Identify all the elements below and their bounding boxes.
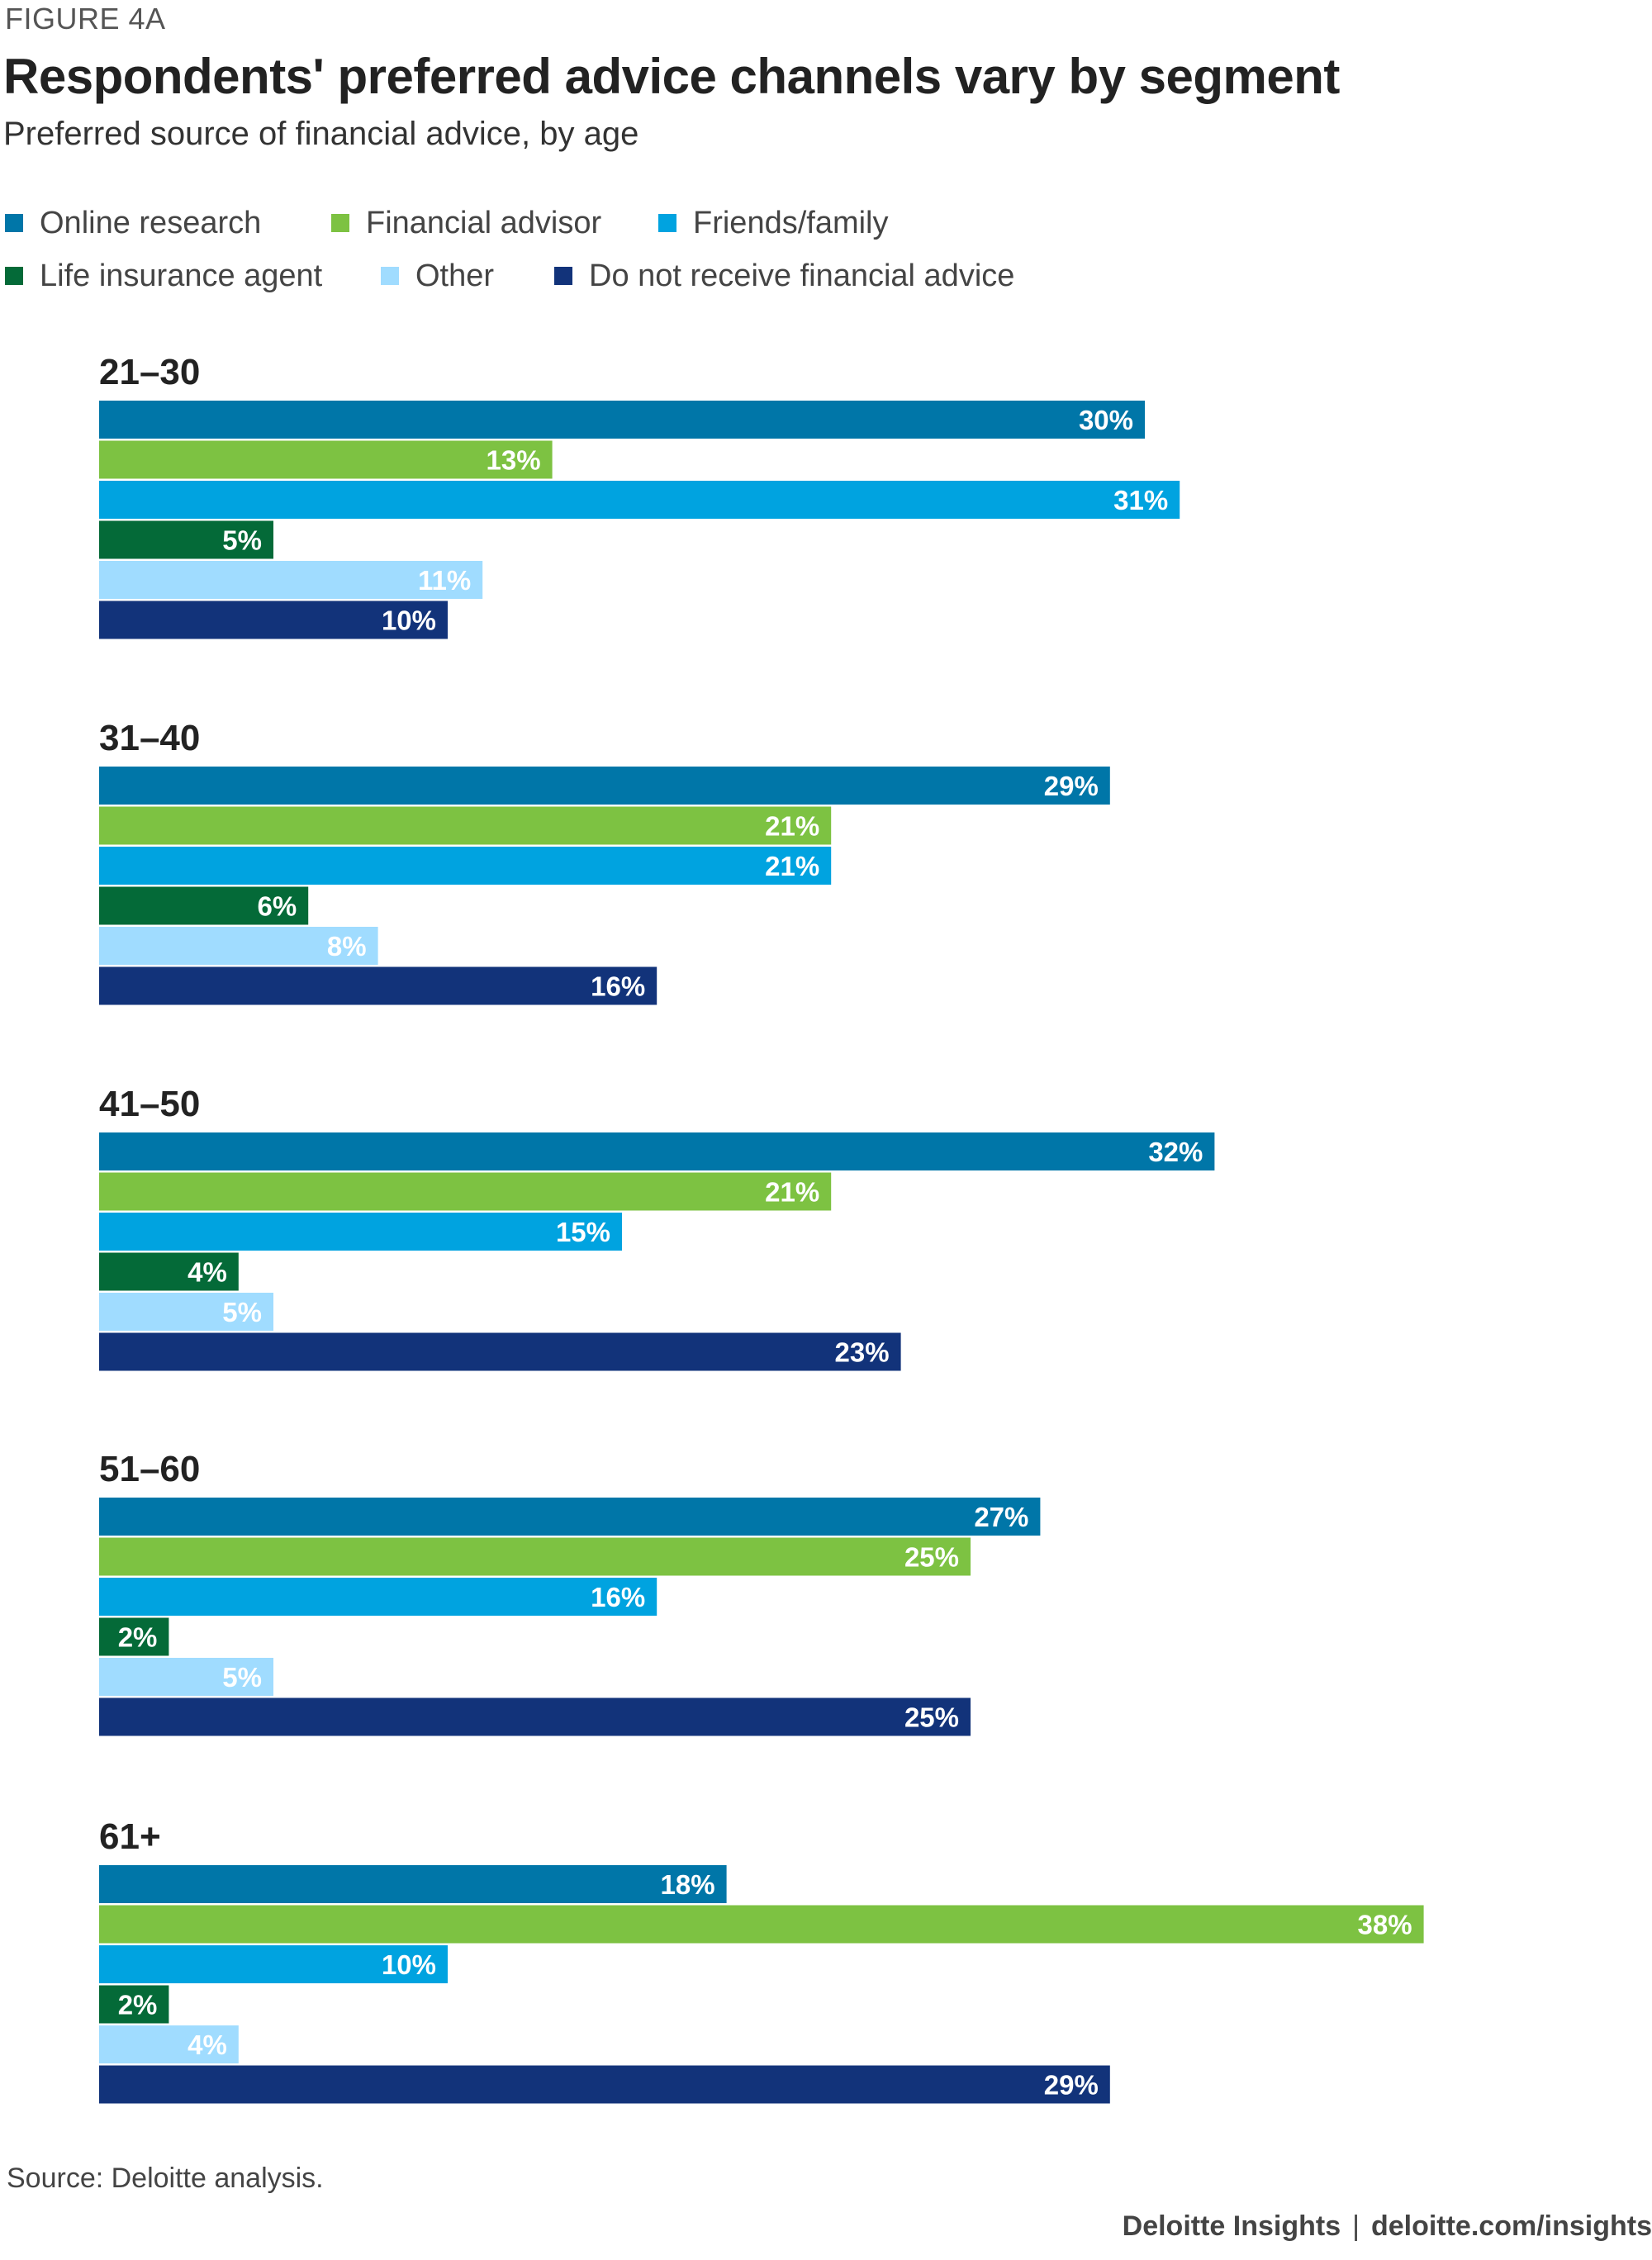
bar (99, 847, 832, 885)
bar (99, 561, 483, 599)
bar (99, 886, 309, 925)
legend-item: Financial advisor (331, 203, 601, 243)
legend-item: Online research (5, 203, 261, 243)
group-label: 51–60 (99, 1449, 200, 1489)
legend-swatch (554, 267, 572, 285)
bar (99, 1697, 971, 1736)
data-label: 30% (1079, 405, 1133, 435)
bar (99, 520, 273, 559)
figure-label: FIGURE 4A (5, 2, 166, 36)
data-label: 5% (222, 525, 262, 556)
legend-swatch (5, 214, 23, 232)
data-label: 8% (327, 931, 367, 961)
group-label: 61+ (99, 1816, 161, 1857)
bar (99, 966, 657, 1005)
bar (99, 440, 553, 479)
bar (99, 806, 832, 845)
bar-chart: 21–30 30% 13% 31% 5% 11% 10% 31–40 29% 21% 21% 6% 8%… (99, 352, 1424, 2104)
data-label: 21% (765, 811, 819, 842)
data-label: 23% (835, 1337, 890, 1368)
data-label: 4% (188, 2030, 227, 2060)
data-label: 29% (1044, 2070, 1099, 2101)
chart-title: Respondents' preferred advice channels v… (3, 49, 1340, 104)
data-label: 4% (188, 1257, 227, 1288)
data-label: 10% (382, 605, 436, 636)
data-label: 5% (222, 1297, 262, 1327)
legend-swatch (381, 267, 399, 285)
source-note: Source: Deloitte analysis. (7, 2163, 324, 2194)
data-label: 21% (765, 851, 819, 881)
legend-label: Life insurance agent (40, 258, 323, 293)
bar (99, 1213, 622, 1251)
chart-subtitle: Preferred source of financial advice, by… (3, 116, 639, 152)
group-label: 21–30 (99, 352, 200, 392)
legend-swatch (5, 267, 23, 285)
bar (99, 1172, 832, 1211)
legend-swatch (658, 214, 676, 232)
bar (99, 1617, 169, 1656)
data-label: 25% (904, 1702, 959, 1733)
legend-label: Friends/family (693, 205, 889, 240)
data-label: 5% (222, 1662, 262, 1693)
data-label: 6% (257, 891, 297, 922)
legend-label: Other (415, 258, 495, 293)
legend-label: Online research (40, 205, 262, 240)
data-label: 27% (974, 1502, 1028, 1532)
data-label: 18% (661, 1869, 715, 1900)
bar (99, 1865, 727, 1903)
bar (99, 1945, 448, 1983)
bar (99, 1578, 657, 1616)
credit-line: Deloitte Insights | deloitte.com/insights (1123, 2210, 1652, 2243)
data-label: 13% (487, 445, 541, 476)
data-label: 16% (591, 1582, 645, 1612)
bar (99, 1132, 1215, 1170)
legend-item: Do not receive financial advice (554, 256, 1014, 296)
bar (99, 927, 378, 965)
data-label: 31% (1113, 485, 1168, 515)
data-label: 10% (382, 1949, 436, 1980)
bar (99, 767, 1110, 805)
group-label: 41–50 (99, 1084, 200, 1124)
bar (99, 401, 1145, 439)
credit-separator: | (1352, 2210, 1360, 2242)
legend-swatch (331, 214, 349, 232)
data-label: 15% (556, 1217, 610, 1247)
data-label: 21% (765, 1177, 819, 1208)
legend-item: Life insurance agent (5, 256, 322, 296)
group-label: 31–40 (99, 718, 200, 758)
bar (99, 1293, 273, 1331)
data-label: 2% (118, 1622, 158, 1653)
bar (99, 1905, 1424, 1944)
bar (99, 481, 1180, 519)
bar (99, 601, 448, 639)
bar (99, 1658, 273, 1696)
data-label: 38% (1358, 1910, 1412, 1940)
brand-name: Deloitte Insights (1122, 2210, 1341, 2242)
data-label: 11% (418, 565, 471, 596)
legend-item: Other (381, 256, 494, 296)
data-label: 2% (118, 1990, 158, 2020)
bar (99, 2065, 1110, 2104)
data-label: 16% (591, 971, 645, 1002)
legend-label: Do not receive financial advice (589, 258, 1015, 293)
bar (99, 1985, 169, 2024)
bar (99, 1252, 239, 1291)
data-label: 25% (904, 1542, 959, 1573)
legend-item: Friends/family (658, 203, 889, 243)
site-link[interactable]: deloitte.com/insights (1370, 2210, 1652, 2242)
bar (99, 2025, 239, 2063)
legend-label: Financial advisor (366, 205, 602, 240)
data-label: 32% (1148, 1137, 1203, 1167)
data-label: 29% (1044, 771, 1099, 801)
bar (99, 1332, 901, 1371)
bar (99, 1498, 1041, 1536)
bar (99, 1537, 971, 1576)
